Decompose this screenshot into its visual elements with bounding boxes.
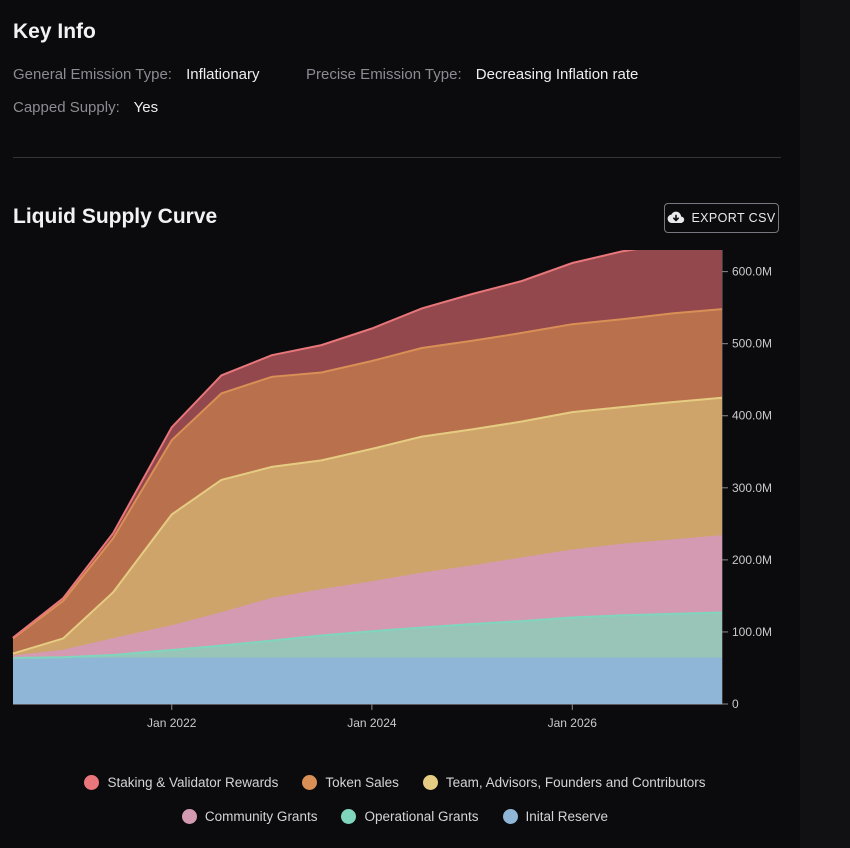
x-tick-label: Jan 2022 — [147, 716, 197, 730]
y-tick-label: 300.0M — [732, 481, 772, 495]
line-token-sales — [12, 308, 723, 640]
cloud-download-icon — [668, 211, 685, 223]
legend-swatch — [341, 809, 357, 824]
legend-label: Staking & Validator Rewards — [107, 775, 279, 790]
general-emission-type: General Emission Type: Inflationary — [13, 66, 260, 83]
area-token-sales — [13, 309, 722, 654]
export-csv-button[interactable]: EXPORT CSV — [664, 203, 779, 233]
capped-supply-label: Capped Supply: — [13, 99, 120, 116]
legend-swatch — [84, 775, 100, 790]
y-tick-label: 400.0M — [732, 409, 772, 423]
capped-supply-value: Yes — [133, 99, 159, 116]
line-operational-grants — [12, 611, 723, 659]
precise-emission-type-label: Precise Emission Type: — [306, 66, 462, 83]
y-tick-label: 0 — [732, 697, 739, 711]
legend-label: Team, Advisors, Founders and Contributor… — [445, 775, 706, 790]
legend-swatch — [181, 809, 197, 824]
legend-row-1: Staking & Validator Rewards Token Sales Te… — [0, 775, 790, 790]
capped-supply: Capped Supply: Yes — [13, 99, 158, 116]
area-community-grants — [13, 536, 722, 658]
legend-swatch — [422, 775, 438, 790]
y-tick-label: 100.0M — [732, 625, 772, 639]
area-team-advisors-founders-and-contributors — [13, 397, 722, 657]
precise-emission-type: Precise Emission Type: Decreasing Inflat… — [306, 66, 638, 83]
liquid-supply-chart: Jan 2022 Jan 2024 Jan 2026 0 100.0M 200.0M 300… — [12, 250, 772, 730]
area-inital-reserve — [13, 658, 722, 704]
general-emission-type-label: General Emission Type: — [13, 66, 172, 83]
legend-swatch — [502, 809, 518, 824]
legend-item-community-grants[interactable]: Community Grants — [181, 809, 318, 824]
key-info-title: Key Info — [13, 20, 96, 43]
precise-emission-type-value: Decreasing Inflation rate — [475, 66, 639, 83]
x-tick-label: Jan 2024 — [347, 716, 397, 730]
legend-label: Community Grants — [204, 809, 318, 824]
legend-swatch — [302, 775, 318, 790]
legend-item-staking-validator-rewards[interactable]: Staking & Validator Rewards — [84, 775, 278, 790]
chart-title: Liquid Supply Curve — [13, 205, 218, 228]
section-divider — [13, 157, 781, 158]
right-panel-edge — [800, 0, 850, 848]
area-staking-validator-rewards — [13, 250, 722, 639]
line-team-advisors-founders-and-contributors — [12, 396, 723, 655]
legend-label: Inital Reserve — [525, 809, 609, 824]
legend-item-inital-reserve[interactable]: Inital Reserve — [502, 809, 609, 824]
legend-row-2: Community Grants Operational Grants Inital… — [0, 809, 790, 824]
y-tick-label: 200.0M — [732, 553, 772, 567]
legend-label: Operational Grants — [364, 809, 479, 824]
x-tick-label: Jan 2026 — [548, 716, 598, 730]
area-operational-grants — [13, 612, 722, 659]
general-emission-type-value: Inflationary — [186, 66, 260, 83]
legend-item-operational-grants[interactable]: Operational Grants — [341, 809, 479, 824]
y-tick-label: 500.0M — [732, 337, 772, 351]
legend-label: Token Sales — [325, 775, 399, 790]
y-tick-label: 600.0M — [732, 265, 772, 279]
export-csv-label: EXPORT CSV — [691, 211, 776, 225]
line-staking-validator-rewards — [12, 250, 638, 639]
line-community-grants — [12, 535, 723, 658]
legend-item-team-advisors-founders-and-contributors[interactable]: Team, Advisors, Founders and Contributor… — [422, 775, 706, 790]
legend-item-token-sales[interactable]: Token Sales — [302, 775, 399, 790]
